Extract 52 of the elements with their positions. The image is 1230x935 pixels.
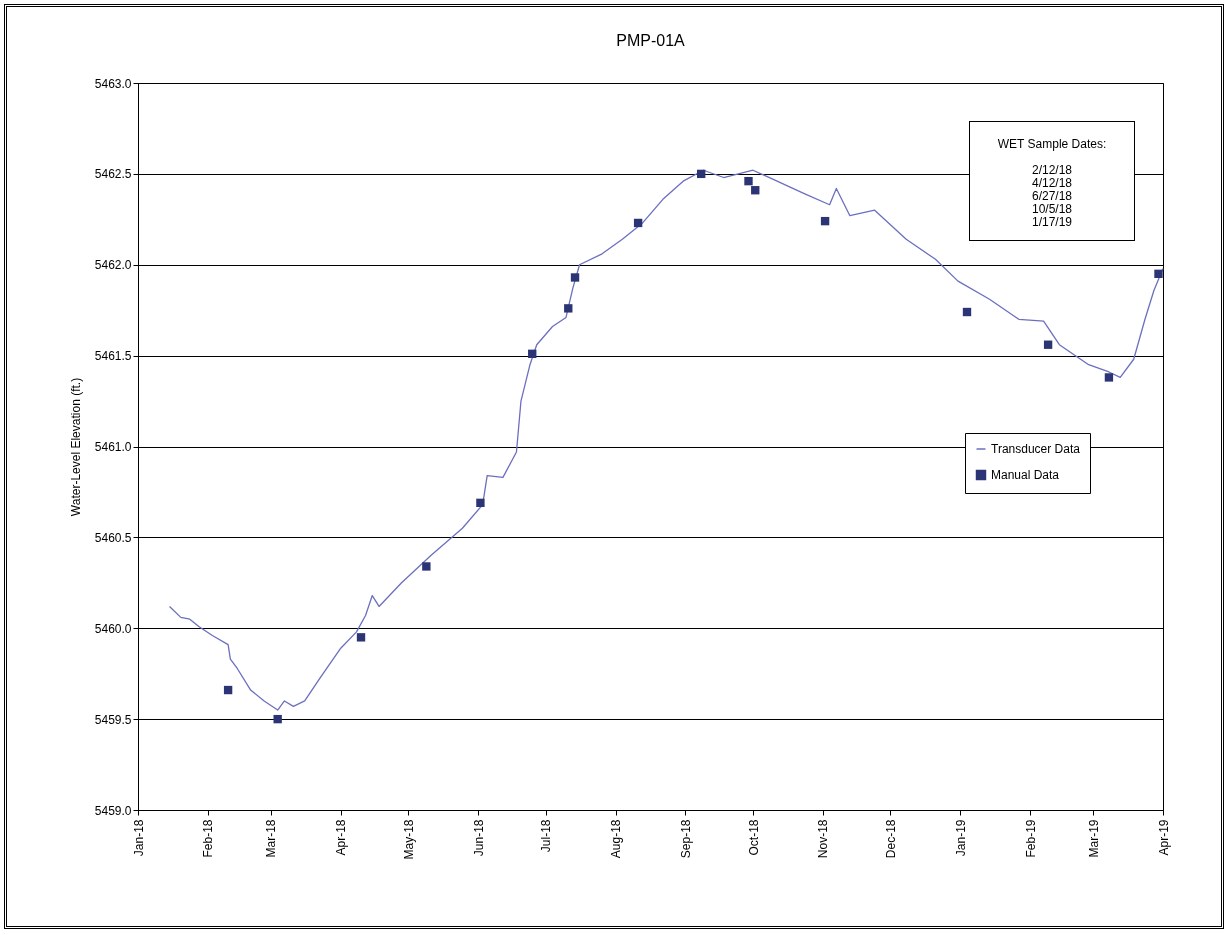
point [528,349,537,358]
point [356,633,366,642]
annotation: WET Sample Dates: [996,137,1108,151]
point [1154,269,1163,279]
y-tick-label: 5459.5 [94,712,132,727]
y-tick-label: 5461.0 [94,440,132,454]
point [570,273,580,282]
point [422,562,431,571]
point [223,685,233,695]
x-tick-label: Feb-18 [201,819,216,858]
x-tick-label: Dec-18 [883,819,898,859]
y-tick-label: 5459.0 [94,803,132,818]
x-tick-label: Jun-18 [471,819,486,857]
annotation: 4/12/18 [1030,176,1073,190]
x-tick-label: Jul-18 [539,819,554,853]
y-axis-title: Water-Level Elevation (ft.) [68,377,83,517]
x-tick-label: Feb-19 [1023,819,1038,858]
x-tick-label: Mar-19 [1086,819,1101,858]
point [820,216,830,226]
point [1043,340,1053,349]
legend-label: Transducer Data [991,442,1081,456]
x-tick-label: Oct-18 [746,819,761,856]
y-tick-label: 5462.0 [94,258,132,273]
x-tick-label: Jan-19 [953,819,968,857]
annotation: 1/17/19 [1030,215,1073,229]
x-tick-label: Nov-18 [816,819,831,859]
y-tick-label: 5461.5 [94,349,132,364]
point [476,498,485,508]
point [697,169,706,179]
point [564,304,573,313]
y-tick-label: 5460.0 [94,621,132,636]
x-tick-label: Mar-18 [264,819,279,858]
annotation: 10/5/18 [1030,202,1073,216]
point [633,218,643,228]
x-tick-label: May-18 [401,819,416,860]
x-tick-label: Sep-18 [678,819,693,859]
point [751,186,760,195]
y-tick-label: 5460.5 [94,530,132,545]
legend-label: Manual Data [991,468,1060,482]
annotation: 2/12/18 [1030,163,1073,177]
point [1104,373,1114,382]
x-tick-label: Apr-19 [1156,819,1171,856]
y-tick-label: 5462.5 [94,167,132,182]
point [962,307,972,317]
x-tick-label: Jan-18 [131,819,146,857]
annotation: 6/27/18 [1030,189,1073,203]
y-tick-label: 5463.0 [94,76,132,91]
x-tick-label: Apr-18 [334,819,349,856]
x-tick-label: Aug-18 [609,819,624,859]
point [273,714,282,724]
chart-title: PMP-01A [616,32,686,49]
point [744,176,753,186]
